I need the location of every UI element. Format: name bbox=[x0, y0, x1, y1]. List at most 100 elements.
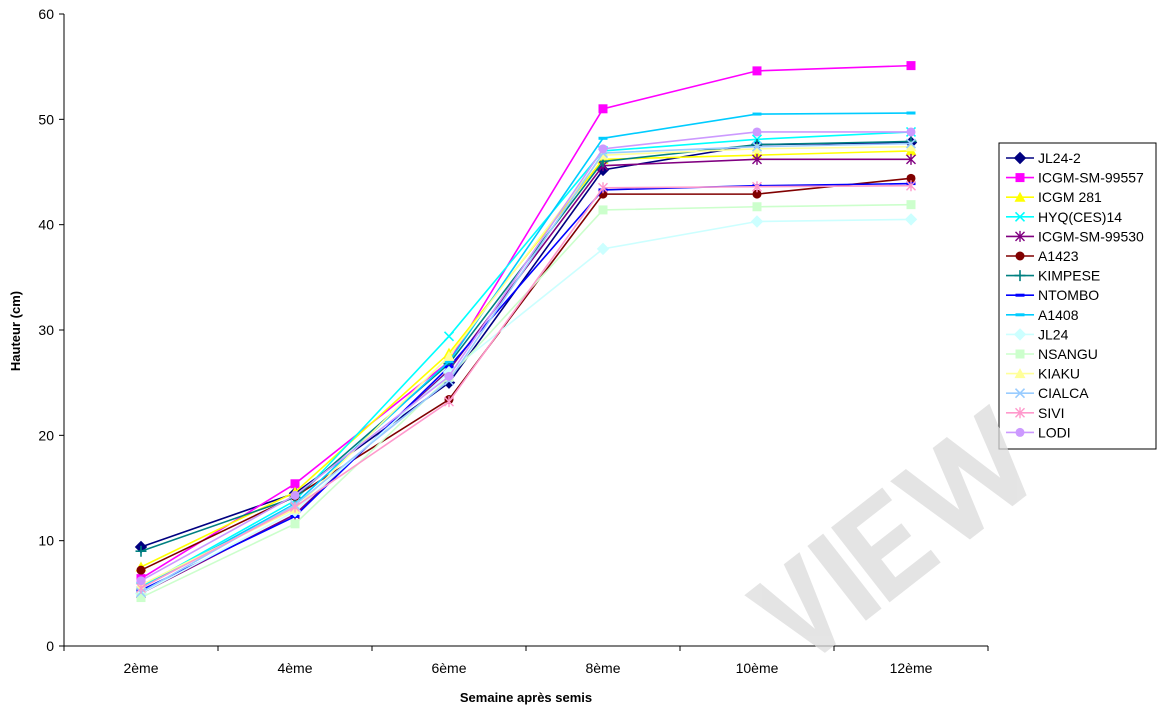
legend-item: A1408 bbox=[1006, 307, 1079, 323]
data-point bbox=[906, 200, 916, 210]
series-line bbox=[140, 218, 912, 595]
series-14 bbox=[136, 127, 916, 586]
x-axis-title: Semaine après semis bbox=[460, 690, 592, 705]
legend-label: A1423 bbox=[1038, 248, 1079, 264]
data-point bbox=[905, 138, 917, 149]
legend-item: JL24-2 bbox=[1006, 150, 1081, 166]
legend-marker bbox=[1015, 427, 1025, 437]
data-point bbox=[135, 545, 147, 557]
data-point bbox=[444, 396, 454, 408]
data-point bbox=[906, 173, 916, 183]
x-tick-label: 6ème bbox=[431, 660, 466, 676]
data-point bbox=[136, 593, 146, 603]
axes: 0 10 20 30 40 50 60 2ème 4ème 6ème 8ème 10ème 12ème bbox=[38, 6, 989, 676]
series-line bbox=[140, 142, 912, 593]
legend-item: NSANGU bbox=[1006, 346, 1098, 362]
legend-item: LODI bbox=[1006, 424, 1071, 440]
y-tick-label: 40 bbox=[38, 217, 54, 233]
legend-marker bbox=[1013, 328, 1027, 341]
data-point bbox=[443, 331, 455, 342]
preview-watermark bbox=[744, 403, 1027, 653]
legend-label: SIVI bbox=[1038, 405, 1064, 421]
data-point bbox=[906, 111, 916, 115]
legend-label: ICGM 281 bbox=[1038, 189, 1102, 205]
x-tick-label: 10ème bbox=[736, 660, 779, 676]
legend-item: HYQ(CES)14 bbox=[1006, 209, 1122, 225]
data-point bbox=[752, 66, 762, 76]
data-point bbox=[443, 350, 455, 361]
series-line bbox=[140, 182, 912, 591]
legend-label: HYQ(CES)14 bbox=[1038, 209, 1122, 225]
data-point bbox=[751, 141, 763, 152]
legend-label: ICGM-SM-99557 bbox=[1038, 170, 1144, 186]
series-line bbox=[140, 112, 912, 589]
data-point bbox=[598, 182, 608, 194]
y-tick-label: 60 bbox=[38, 6, 54, 22]
data-point bbox=[290, 490, 300, 500]
x-tick-label: 2ème bbox=[123, 660, 158, 676]
legend-marker bbox=[1014, 211, 1026, 222]
data-point bbox=[906, 153, 916, 165]
legend-item: ICGM 281 bbox=[1006, 189, 1102, 205]
legend-marker bbox=[1015, 293, 1025, 297]
legend-label: NSANGU bbox=[1038, 346, 1098, 362]
legend-label: A1408 bbox=[1038, 307, 1079, 323]
data-point bbox=[752, 189, 762, 199]
data-point bbox=[904, 213, 918, 226]
legend-label: CIALCA bbox=[1038, 385, 1089, 401]
legend-marker bbox=[1015, 173, 1025, 183]
legend-label: LODI bbox=[1038, 424, 1071, 440]
legend-item: SIVI bbox=[1006, 405, 1064, 421]
data-point bbox=[752, 112, 762, 116]
data-point bbox=[136, 565, 146, 575]
data-point bbox=[598, 136, 608, 140]
legend-item: CIALCA bbox=[1006, 385, 1089, 401]
legend-item: KIAKU bbox=[1006, 366, 1080, 382]
legend-marker bbox=[1015, 251, 1025, 261]
data-point bbox=[752, 153, 762, 165]
data-point bbox=[598, 205, 608, 215]
data-point bbox=[905, 141, 917, 152]
data-point bbox=[752, 127, 762, 137]
legend-item: KIMPESE bbox=[1006, 268, 1100, 284]
legend-item: ICGM-SM-99557 bbox=[1006, 170, 1144, 186]
data-point bbox=[596, 242, 610, 256]
legend-item: A1423 bbox=[1006, 248, 1079, 264]
legend-marker bbox=[1013, 151, 1027, 165]
legend-label: KIMPESE bbox=[1038, 268, 1100, 284]
x-tick-label: 12ème bbox=[890, 660, 933, 676]
legend-marker bbox=[1014, 270, 1026, 282]
series-line bbox=[140, 131, 911, 582]
data-point bbox=[136, 576, 146, 586]
legend-marker bbox=[1015, 313, 1025, 317]
data-point bbox=[444, 371, 454, 381]
legend-item: NTOMBO bbox=[1006, 287, 1099, 303]
data-point bbox=[750, 215, 764, 228]
legend-item: ICGM-SM-99530 bbox=[1006, 228, 1144, 244]
y-axis-title: Hauteur (cm) bbox=[8, 291, 23, 371]
series-line bbox=[140, 184, 912, 589]
data-point bbox=[751, 143, 763, 154]
data-point bbox=[752, 202, 762, 212]
data-point bbox=[290, 479, 300, 489]
legend-marker bbox=[1014, 368, 1026, 379]
y-tick-label: 20 bbox=[38, 427, 54, 443]
legend-marker bbox=[1014, 191, 1026, 202]
legend-marker bbox=[1015, 407, 1025, 419]
data-point bbox=[752, 181, 762, 193]
y-tick-label: 50 bbox=[38, 111, 54, 127]
legend-label: KIAKU bbox=[1038, 366, 1080, 382]
x-tick-label: 8ème bbox=[585, 660, 620, 676]
y-tick-label: 0 bbox=[46, 638, 54, 654]
legend-marker bbox=[1014, 388, 1026, 399]
series-line bbox=[140, 131, 912, 588]
legend-item: JL24 bbox=[1006, 326, 1069, 342]
series-line bbox=[140, 145, 912, 586]
data-point bbox=[906, 180, 916, 192]
series-13 bbox=[136, 180, 916, 594]
data-point bbox=[290, 501, 300, 513]
series-line bbox=[140, 64, 912, 580]
legend-marker bbox=[1015, 230, 1025, 242]
data-point bbox=[444, 360, 454, 364]
